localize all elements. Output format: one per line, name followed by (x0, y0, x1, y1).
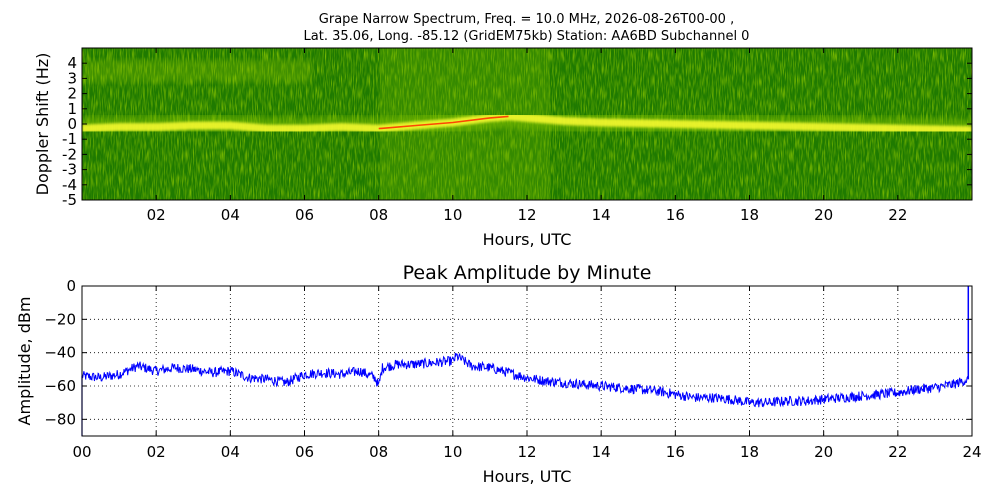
amplitude-x-label: Hours, UTC (483, 467, 572, 486)
amp-x-tick-label: 18 (740, 443, 759, 461)
amp-x-tick-label: 08 (369, 443, 388, 461)
amplitude-plot-area (82, 286, 972, 436)
amp-y-tick-label: −40 (44, 344, 76, 362)
amp-y-tick-label: −20 (44, 310, 76, 328)
spec-x-tick-label: 10 (443, 206, 462, 224)
signal-peak (378, 115, 509, 130)
amp-x-tick-label: 16 (666, 443, 685, 461)
spec-x-tick-label: 20 (814, 206, 833, 224)
amplitude-axes: 00 02 04 06 08 10 12 14 16 18 20 22 24 0 −20 −40 −60 −80 (44, 277, 981, 461)
amp-x-tick-label: 20 (814, 443, 833, 461)
spec-x-tick-label: 08 (369, 206, 388, 224)
amp-x-tick-label: 24 (962, 443, 981, 461)
amp-x-tick-label: 00 (72, 443, 91, 461)
amp-x-tick-label: 02 (147, 443, 166, 461)
chart-title-line-2: Lat. 35.06, Long. -85.12 (GridEM75kb) St… (303, 29, 750, 44)
amp-x-tick-label: 06 (295, 443, 314, 461)
amp-x-tick-label: 12 (517, 443, 536, 461)
spec-x-tick-label: 12 (517, 206, 536, 224)
amp-x-tick-label: 04 (221, 443, 240, 461)
amp-x-tick-label: 14 (592, 443, 611, 461)
spec-y-tick-label: 0 (67, 115, 77, 133)
amplitude-grid (82, 286, 972, 436)
spec-y-tick-label: -2 (62, 145, 77, 163)
amp-y-tick-label: −80 (44, 410, 76, 428)
spec-x-tick-label: 06 (295, 206, 314, 224)
amplitude-chart-title: Peak Amplitude by Minute (403, 262, 652, 284)
spec-y-tick-label: 4 (67, 54, 77, 72)
spec-x-tick-label: 02 (147, 206, 166, 224)
spectrogram-upper-haze (82, 60, 312, 82)
spec-y-tick-label: -5 (62, 191, 77, 209)
spec-y-tick-label: -4 (62, 176, 77, 194)
spec-x-tick-label: 22 (888, 206, 907, 224)
amplitude-line (81, 352, 969, 408)
amp-x-tick-label: 22 (888, 443, 907, 461)
spec-y-tick-label: 1 (67, 100, 77, 118)
spectrogram-y-label: Doppler Shift (Hz) (33, 53, 52, 196)
amp-x-tick-label: 10 (443, 443, 462, 461)
spec-x-tick-label: 14 (592, 206, 611, 224)
spec-y-tick-label: -3 (62, 161, 77, 179)
amplitude-y-label: Amplitude, dBm (15, 297, 34, 426)
amp-y-tick-label: −60 (44, 377, 76, 395)
spec-x-tick-label: 16 (666, 206, 685, 224)
chart-title-line-1: Grape Narrow Spectrum, Freq. = 10.0 MHz,… (318, 12, 735, 27)
spec-x-tick-label: 18 (740, 206, 759, 224)
spec-y-tick-label: 3 (67, 69, 77, 87)
spec-x-tick-label: 04 (221, 206, 240, 224)
spec-y-tick-label: -1 (62, 130, 77, 148)
amp-y-tick-label: 0 (66, 277, 76, 295)
spectrogram-signal-band (82, 105, 972, 142)
spectrogram-x-label: Hours, UTC (483, 230, 572, 249)
spectrogram-panel (82, 48, 972, 200)
spec-y-tick-label: 2 (67, 85, 77, 103)
